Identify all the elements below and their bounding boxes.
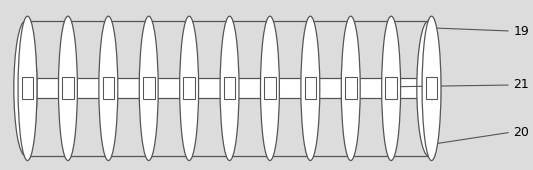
Bar	[22, 77, 33, 99]
Bar	[102, 77, 114, 99]
Ellipse shape	[382, 16, 401, 160]
Text: 20: 20	[514, 126, 529, 139]
Bar	[183, 77, 195, 99]
Ellipse shape	[220, 16, 239, 160]
Ellipse shape	[180, 16, 199, 160]
Ellipse shape	[99, 16, 118, 160]
Bar	[224, 77, 235, 99]
Bar	[14, 78, 440, 98]
Ellipse shape	[139, 16, 158, 160]
Ellipse shape	[417, 21, 440, 156]
Bar	[264, 77, 276, 99]
Bar	[143, 77, 155, 99]
Bar	[304, 77, 316, 99]
Ellipse shape	[341, 16, 360, 160]
Ellipse shape	[261, 16, 279, 160]
Ellipse shape	[422, 16, 441, 160]
Ellipse shape	[14, 21, 37, 156]
Bar	[345, 77, 357, 99]
Ellipse shape	[301, 16, 320, 160]
Text: 19: 19	[514, 24, 529, 38]
Text: 21: 21	[514, 79, 529, 91]
Bar	[426, 77, 438, 99]
Ellipse shape	[18, 16, 37, 160]
Bar	[385, 77, 397, 99]
Ellipse shape	[59, 16, 77, 160]
Bar	[62, 77, 74, 99]
